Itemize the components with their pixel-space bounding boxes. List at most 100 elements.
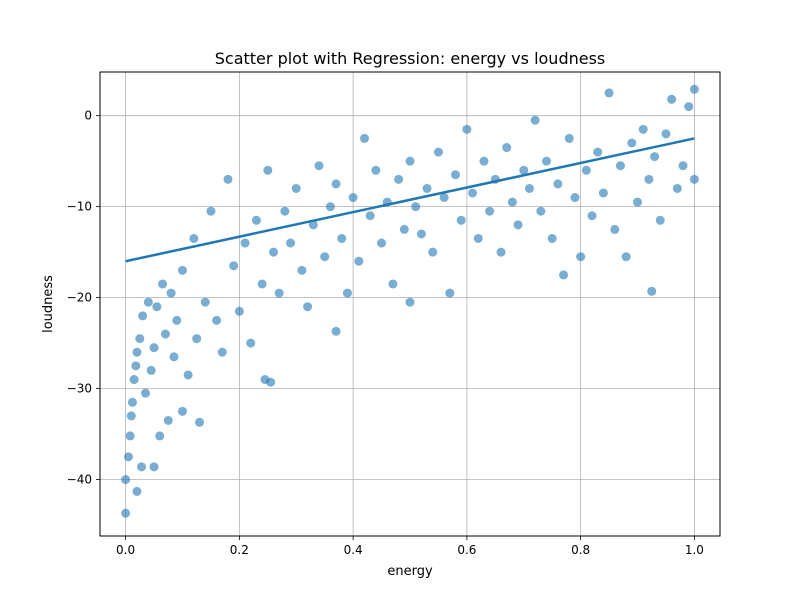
- data-point: [644, 174, 654, 184]
- data-point: [121, 475, 131, 485]
- data-point: [297, 265, 307, 275]
- data-point: [530, 115, 540, 125]
- plot-area-frame: [99, 71, 721, 537]
- y-tick-label: −20: [67, 291, 92, 305]
- data-point: [149, 343, 159, 353]
- regression-line: [125, 137, 695, 263]
- data-point: [547, 233, 557, 243]
- data-point: [655, 215, 665, 225]
- data-point: [519, 165, 529, 175]
- data-point: [308, 220, 318, 230]
- data-point: [507, 197, 517, 207]
- data-point: [416, 229, 426, 239]
- data-point: [650, 152, 660, 162]
- data-point: [126, 411, 136, 421]
- data-point: [473, 233, 483, 243]
- data-point: [223, 174, 233, 184]
- data-point: [131, 361, 141, 371]
- data-point: [137, 462, 147, 472]
- data-point: [129, 375, 139, 385]
- data-point: [132, 486, 142, 496]
- data-point: [604, 88, 614, 98]
- data-point: [485, 206, 495, 216]
- data-point: [359, 133, 369, 143]
- data-point: [638, 124, 648, 134]
- data-point: [570, 193, 580, 203]
- data-point: [314, 161, 324, 171]
- data-point: [240, 238, 250, 248]
- data-point: [152, 302, 162, 312]
- data-point: [667, 94, 677, 104]
- y-tick-label: 0: [84, 109, 92, 123]
- data-point: [257, 279, 267, 289]
- data-point: [672, 183, 682, 193]
- data-point: [146, 365, 156, 375]
- data-point: [615, 161, 625, 171]
- data-point: [365, 211, 375, 221]
- data-point: [564, 133, 574, 143]
- data-point: [354, 256, 364, 266]
- data-point: [377, 238, 387, 248]
- data-point: [405, 156, 415, 166]
- data-point: [166, 288, 176, 298]
- data-point: [251, 215, 261, 225]
- data-point: [160, 329, 170, 339]
- data-point: [274, 288, 284, 298]
- data-point: [331, 179, 341, 189]
- y-axis-label: loudness: [41, 275, 56, 333]
- data-point: [246, 338, 256, 348]
- data-point: [388, 279, 398, 289]
- data-point: [189, 233, 199, 243]
- data-point: [141, 388, 151, 398]
- y-axis-ticks: −40 −30 −20 −10 0: [67, 109, 100, 487]
- data-point: [411, 202, 421, 212]
- data-point: [183, 370, 193, 380]
- data-point: [138, 311, 148, 321]
- data-point: [172, 315, 182, 325]
- x-tick-label: 1.0: [685, 543, 704, 557]
- data-point: [177, 265, 187, 275]
- data-point: [598, 188, 608, 198]
- data-point: [593, 147, 603, 157]
- data-point: [576, 252, 586, 262]
- y-tick-label: −40: [67, 473, 92, 487]
- data-point: [621, 252, 631, 262]
- data-point: [342, 288, 352, 298]
- data-point: [280, 206, 290, 216]
- data-point: [456, 215, 466, 225]
- data-point: [303, 302, 313, 312]
- data-point: [610, 224, 620, 234]
- data-point: [123, 452, 133, 462]
- data-point: [291, 183, 301, 193]
- data-point: [647, 286, 657, 296]
- data-point: [206, 206, 216, 216]
- data-point: [581, 165, 591, 175]
- x-tick-label: 0.8: [571, 543, 590, 557]
- data-point: [451, 170, 461, 180]
- data-point: [394, 174, 404, 184]
- data-point: [149, 462, 159, 472]
- data-point: [428, 247, 438, 257]
- data-point: [132, 347, 142, 357]
- y-tick-label: −10: [67, 200, 92, 214]
- data-point: [399, 224, 409, 234]
- data-point: [195, 417, 205, 427]
- x-tick-label: 0.0: [116, 543, 135, 557]
- data-point: [331, 326, 341, 336]
- data-point: [496, 247, 506, 257]
- data-point: [125, 431, 135, 441]
- data-point: [121, 508, 131, 518]
- data-point: [689, 84, 699, 94]
- data-point: [135, 334, 145, 344]
- data-point: [234, 306, 244, 316]
- data-point: [513, 220, 523, 230]
- data-point: [200, 297, 210, 307]
- data-point: [462, 124, 472, 134]
- y-tick-label: −30: [67, 382, 92, 396]
- data-point: [266, 377, 276, 387]
- grid: [100, 72, 720, 536]
- x-axis-ticks: 0.0 0.2 0.4 0.6 0.8 1.0: [116, 536, 704, 557]
